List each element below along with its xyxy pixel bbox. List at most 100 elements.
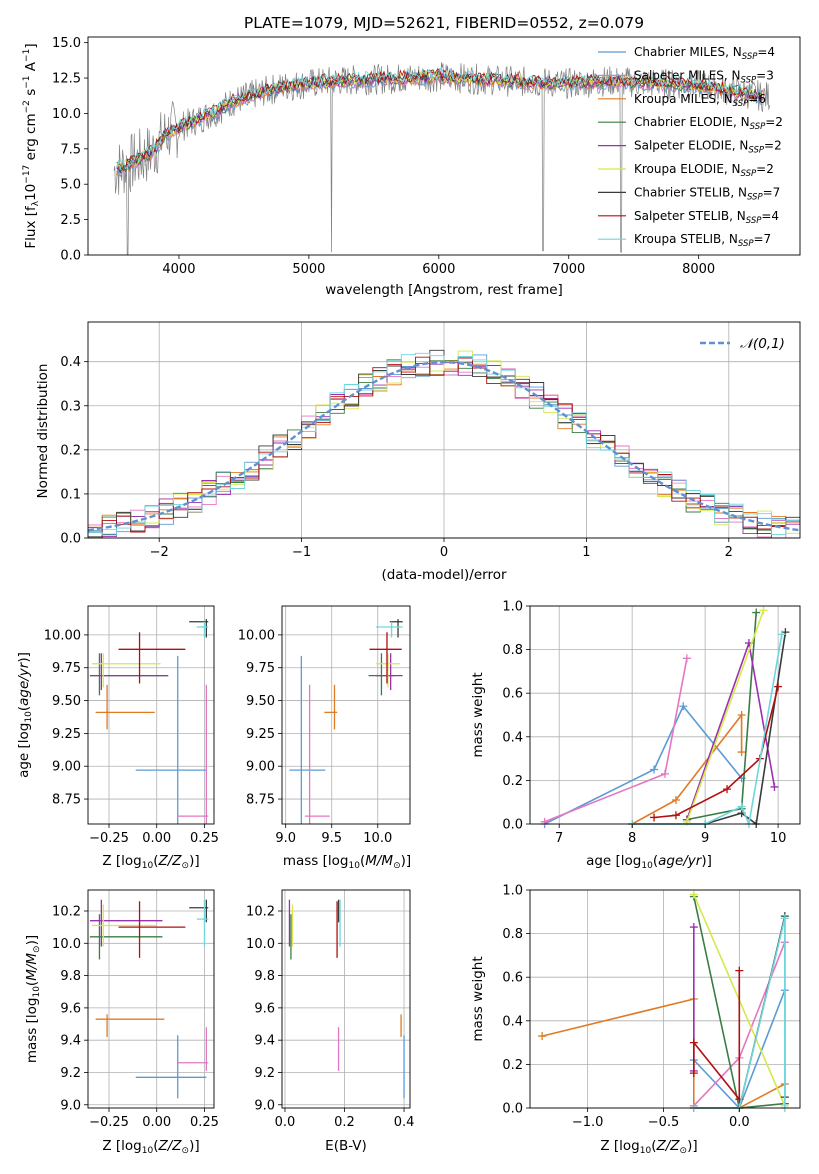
error-bar-point <box>135 655 207 824</box>
y-tick-label: 0.4 <box>502 730 523 745</box>
y-tick-label: 0.8 <box>502 643 523 658</box>
mass-weight-marker <box>770 782 779 791</box>
mass-weight-marker <box>538 1032 547 1041</box>
weight-age-x-label: age [log10(age/yr)] <box>586 853 712 871</box>
mass-weight-line <box>686 610 765 823</box>
y-tick-label: 9.6 <box>254 1001 275 1016</box>
mass-weight-marker <box>689 923 698 932</box>
x-tick-label: 9 <box>701 831 709 846</box>
x-tick-label: 8 <box>628 831 636 846</box>
x-tick-label: 0.0 <box>729 1115 750 1130</box>
y-tick-label: 0.1 <box>60 487 81 502</box>
histogram-y-label: Normed distribution <box>35 364 51 499</box>
mass-weight-marker <box>671 796 680 805</box>
spectrum-panel: PLATE=1079, MJD=52621, FIBERID=0552, z=0… <box>22 14 801 298</box>
axes-frame <box>87 36 801 256</box>
x-tick-label: 0.4 <box>394 1115 415 1130</box>
legend-label: Chabrier ELODIE, NSSP=2 <box>634 115 783 132</box>
y-tick-label: 9.00 <box>246 760 275 775</box>
x-tick-label: 0 <box>440 545 448 560</box>
y-tick-label: 9.25 <box>246 727 275 742</box>
error-bar-point <box>95 1014 165 1037</box>
age-vs-mass-panel: 9.0 9.5 10.0 8.75 9.00 9.25 9.50 9.75 10.00 mass… <box>238 605 411 871</box>
error-bar-point <box>177 684 209 824</box>
x-tick-label: 7 <box>555 831 563 846</box>
mass-weight-line <box>544 704 743 825</box>
mass-weight-marker <box>735 966 744 975</box>
x-tick-label: 4000 <box>162 262 195 277</box>
y-tick-label: 0.8 <box>502 927 523 942</box>
error-bar-point <box>118 901 186 958</box>
mass-z-x-label: Z [log10(Z/Z⊙)] <box>102 1138 199 1156</box>
legend-label: Chabrier MILES, NSSP=4 <box>634 45 775 62</box>
axes-frame <box>529 605 801 825</box>
legend-label: Salpeter MILES, NSSP=3 <box>634 68 774 85</box>
y-tick-label: 0.0 <box>60 249 81 264</box>
error-bar-point <box>89 899 163 947</box>
mass-weight-marker <box>650 813 659 822</box>
x-tick-label: 0.25 <box>190 1115 219 1130</box>
error-bar-point <box>177 1027 209 1071</box>
spectrum-x-label: wavelength [Angstrom, rest frame] <box>325 282 563 298</box>
error-bar-point <box>135 1035 207 1099</box>
chart-title: PLATE=1079, MJD=52621, FIBERID=0552, z=0… <box>244 14 644 32</box>
error-bar-point <box>369 632 402 684</box>
y-tick-label: 8.75 <box>246 793 275 808</box>
y-tick-label: 10.2 <box>246 904 275 919</box>
age-z-x-label: Z [log10(Z/Z⊙)] <box>102 853 199 871</box>
x-tick-label: 2 <box>725 545 733 560</box>
residual-histogram-panel: −2 −1 0 1 2 0.0 0.1 0.2 0.3 0.4 (data-model)/erro… <box>35 321 801 583</box>
x-tick-label: −1 <box>292 545 311 560</box>
x-tick-label: 0.00 <box>142 831 171 846</box>
y-tick-label: 9.8 <box>254 969 275 984</box>
y-tick-label: 9.2 <box>254 1066 275 1081</box>
x-tick-label: 1 <box>582 545 590 560</box>
legend-label: Kroupa ELODIE, NSSP=2 <box>634 162 774 179</box>
mass-weight-line <box>692 970 741 1102</box>
y-tick-label: 9.50 <box>246 694 275 709</box>
y-tick-label: 9.0 <box>254 1098 275 1113</box>
y-tick-label: 15.0 <box>52 36 81 51</box>
y-tick-label: 0.4 <box>60 355 81 370</box>
y-tick-label: 10.00 <box>44 628 81 643</box>
error-bar-point <box>91 904 157 947</box>
y-tick-label: 9.75 <box>246 661 275 676</box>
y-tick-label: 9.2 <box>60 1066 81 1081</box>
mass-weight-marker <box>723 785 732 794</box>
normal-legend-label: 𝒩(0,1) <box>740 336 785 352</box>
error-bar-point <box>289 655 326 824</box>
x-tick-label: 8000 <box>682 262 715 277</box>
age-vs-metallicity-panel: −0.25 0.00 0.25 8.75 9.00 9.25 9.50 9.75 10.00 Z… <box>16 605 219 871</box>
y-tick-label: 0.2 <box>60 443 81 458</box>
y-tick-label: 9.50 <box>52 694 81 709</box>
y-tick-label: 2.5 <box>60 213 81 228</box>
mass-weight-marker <box>689 1069 698 1078</box>
y-tick-label: 10.0 <box>246 937 275 952</box>
error-bar-point <box>91 653 161 688</box>
x-tick-label: 0.00 <box>142 1115 171 1130</box>
y-tick-label: 9.8 <box>60 969 81 984</box>
y-tick-label: 9.4 <box>254 1034 275 1049</box>
axes-frame <box>87 889 215 1109</box>
error-bar-point <box>375 653 403 691</box>
mass-weight-marker <box>737 748 746 757</box>
x-tick-label: 10.0 <box>363 831 392 846</box>
mass-weight-marker <box>780 914 789 923</box>
error-bar-point <box>305 684 330 824</box>
y-tick-label: 0.0 <box>60 532 81 547</box>
model-spectrum-line <box>116 69 763 173</box>
age-y-label: age [log10(age/yr)] <box>16 652 34 778</box>
error-bar-point <box>375 653 400 688</box>
error-bar-point <box>196 621 209 638</box>
mass-weight-marker <box>689 890 698 899</box>
y-tick-label: 7.5 <box>60 142 81 157</box>
y-tick-label: 8.75 <box>52 793 81 808</box>
mass-weight-marker <box>752 608 761 617</box>
residual-histogram-step <box>88 352 800 536</box>
error-bar-point <box>324 684 338 730</box>
mass-weight-marker <box>671 811 680 820</box>
x-tick-label: −0.25 <box>89 831 129 846</box>
y-tick-label: 0.0 <box>502 818 523 833</box>
weight-z-y-label: mass weight <box>470 956 486 1041</box>
mass-weight-marker <box>679 702 688 711</box>
